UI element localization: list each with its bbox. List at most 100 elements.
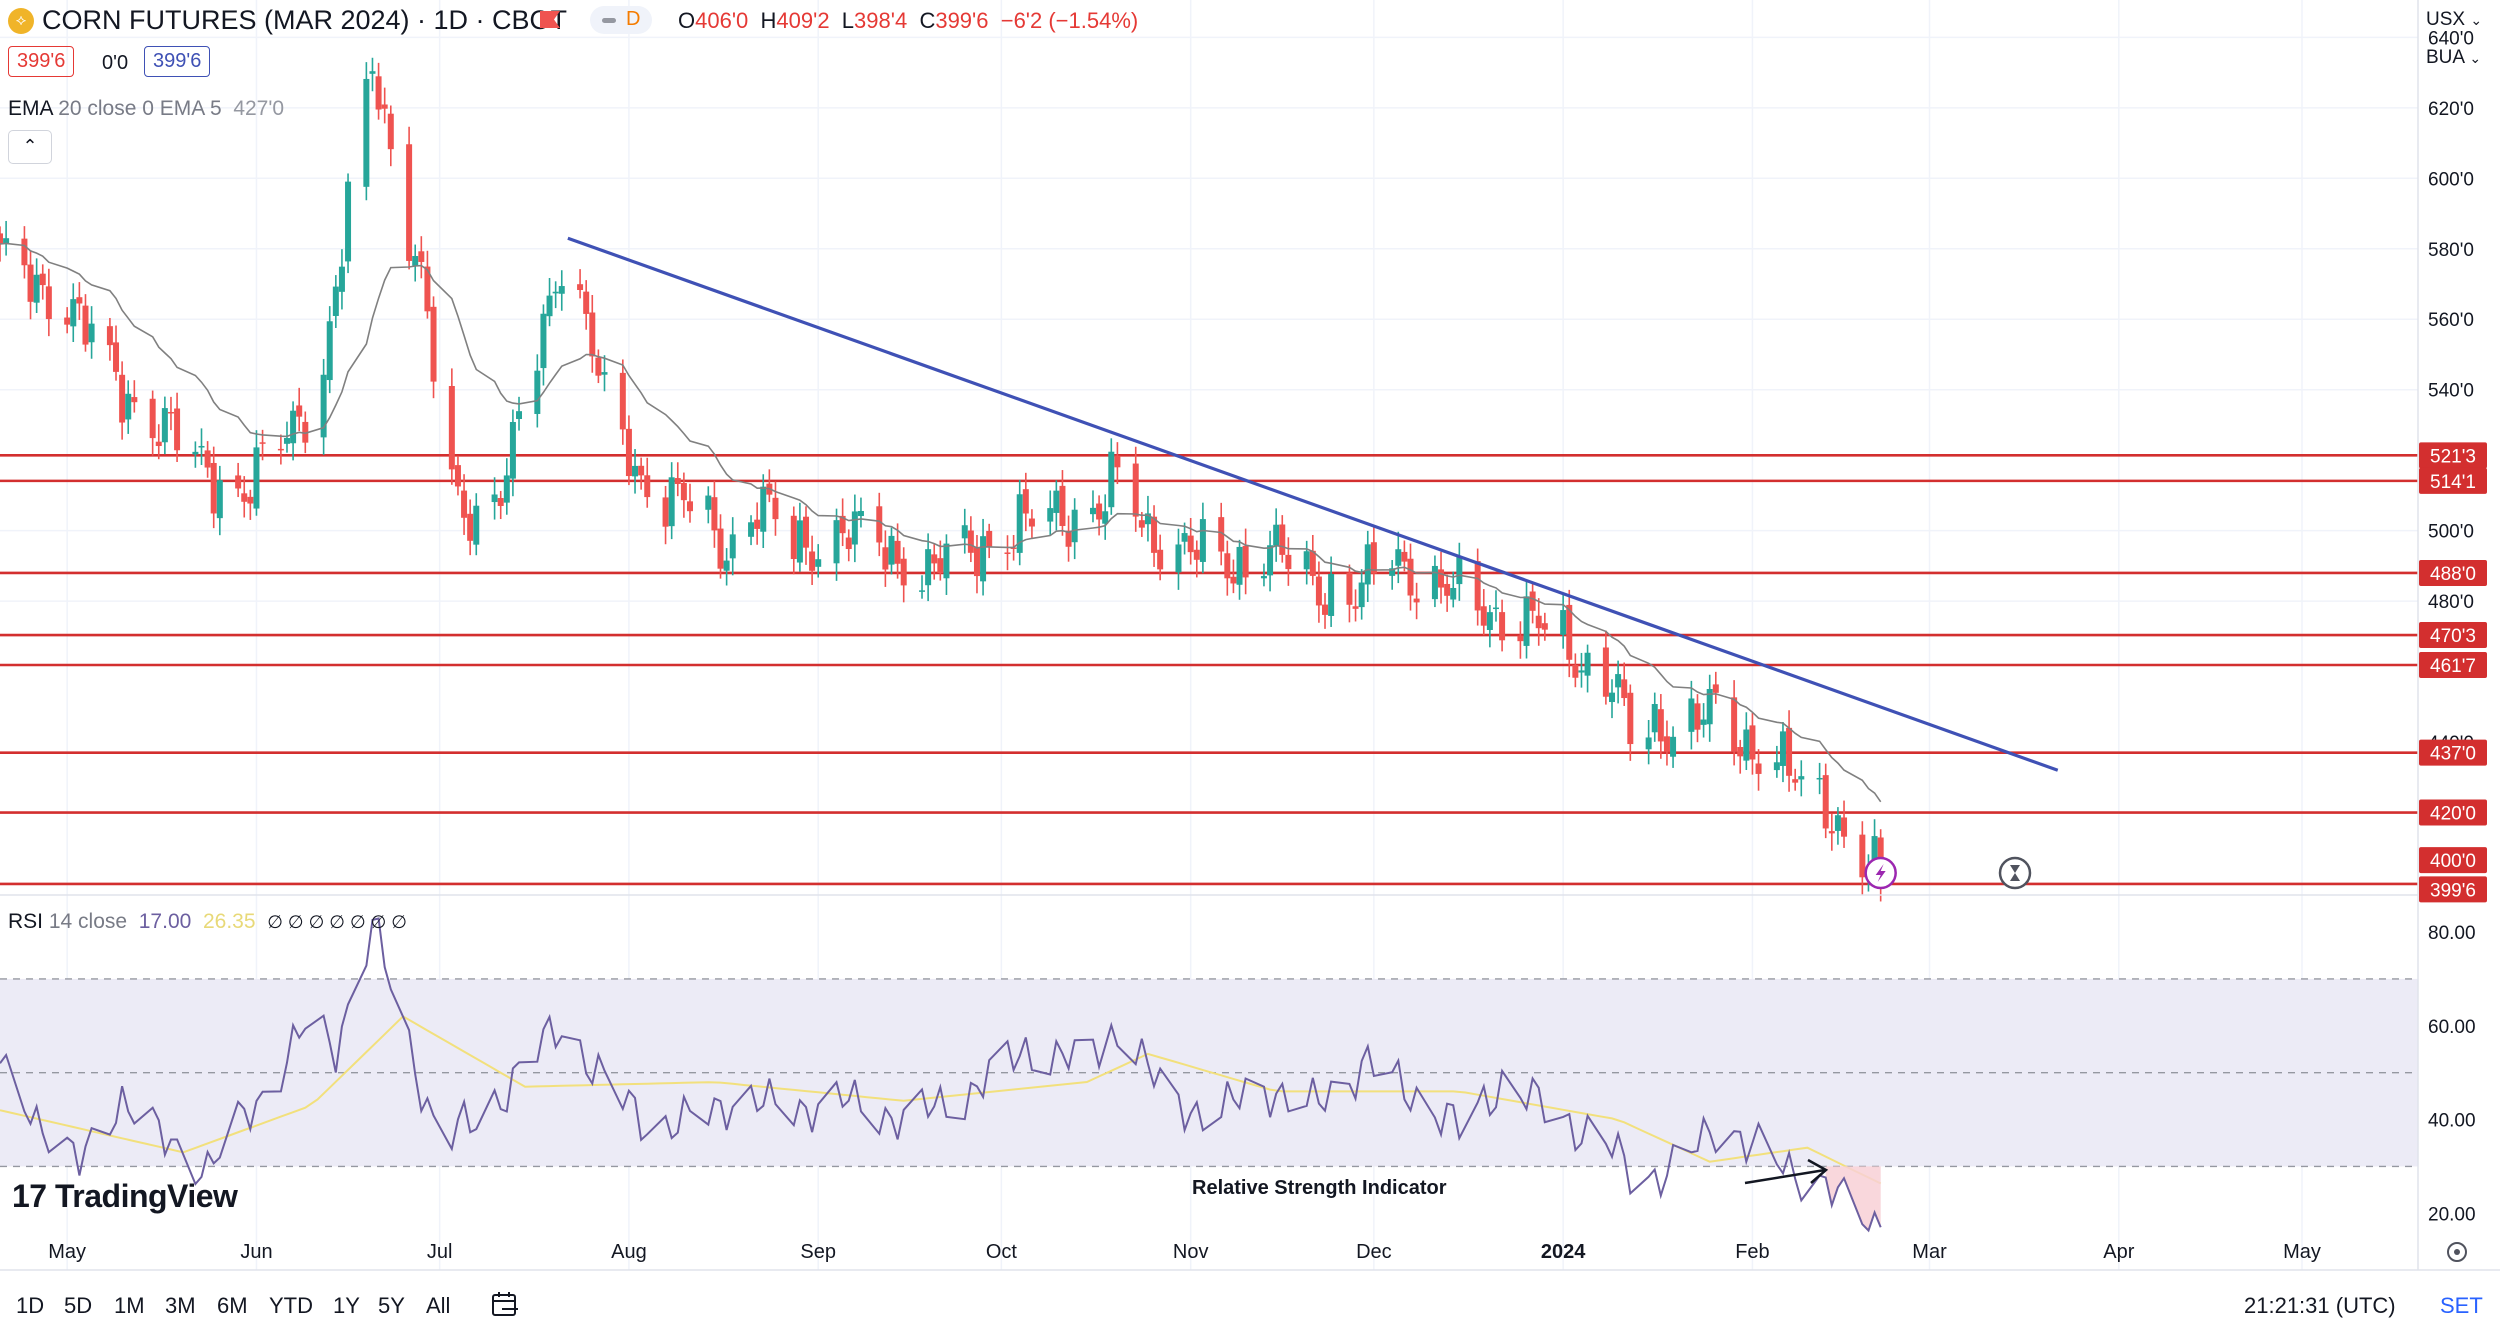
time-tick: May (2283, 1241, 2321, 1263)
ema-line (0, 242, 1882, 803)
candle-body (45, 286, 52, 320)
candle-body (1071, 509, 1078, 543)
candle-body (967, 530, 974, 553)
candle-body (1834, 815, 1841, 831)
timeframe-1d[interactable]: 1D (16, 1293, 45, 1318)
utc-clock[interactable]: 21:21:31 (UTC) (2244, 1293, 2396, 1318)
time-tick: Aug (611, 1241, 647, 1263)
candle-body (729, 534, 736, 559)
candle-body (1413, 598, 1420, 603)
candle-body (754, 519, 761, 529)
candle-body (1566, 604, 1573, 660)
candle-body (76, 297, 83, 304)
lightning-icon[interactable] (1864, 856, 1897, 890)
candle-body (1016, 494, 1023, 553)
candle-body (1450, 587, 1457, 600)
candle-body (1602, 647, 1609, 697)
rsi-tick: 20.00 (2428, 1204, 2476, 1225)
rsi-axis: 80.00 60.00 40.00 20.00 (2428, 923, 2476, 1225)
candle-body (1712, 684, 1719, 693)
candle-body (772, 497, 779, 520)
candle-body (1004, 552, 1011, 554)
rsi-line (0, 917, 1882, 1233)
timeframe-5d[interactable]: 5D (64, 1293, 93, 1318)
candle-body (1444, 583, 1451, 596)
unit-select[interactable]: BUA ⌄ (2426, 47, 2482, 68)
horizontal-levels (0, 454, 2418, 886)
candle-body (1199, 519, 1206, 562)
timeframe-5y[interactable]: 5Y (378, 1293, 405, 1318)
candle-body (973, 547, 980, 577)
buy-button[interactable]: 399'6 (144, 46, 211, 77)
candle-body (253, 447, 260, 509)
currency-select[interactable]: USX ⌄ (2426, 9, 2483, 30)
candle-body (259, 442, 266, 444)
candle-body (1492, 607, 1499, 610)
candle-body (583, 291, 590, 314)
candle-body (338, 266, 345, 292)
candle-body (345, 181, 352, 262)
candle-body (1346, 572, 1353, 605)
symbol-title[interactable]: CORN FUTURES (MAR 2024) · 1D · CBOT (42, 5, 568, 35)
candle-body (39, 273, 46, 286)
candle-body (1401, 551, 1408, 562)
candle-body (1621, 679, 1628, 699)
timeframe-1y[interactable]: 1Y (333, 1293, 360, 1318)
candle-body (3, 238, 10, 244)
candle-body (70, 299, 77, 327)
candle-body (1688, 698, 1695, 732)
candle-body (1315, 576, 1322, 606)
candle-body (216, 480, 223, 519)
candle-body (632, 465, 639, 477)
candle-body (430, 306, 437, 382)
time-tick: Nov (1173, 1241, 1209, 1263)
candle-body (943, 543, 950, 579)
candle-body (369, 71, 376, 74)
candle-body (1328, 573, 1335, 616)
candle-body (1322, 604, 1329, 615)
candle-body (1859, 834, 1866, 878)
candle-body (1102, 511, 1109, 524)
delay-pill[interactable]: D (590, 6, 652, 34)
price-tick: 640'0 (2428, 28, 2474, 49)
candle-body (1486, 612, 1493, 630)
settings-button[interactable]: SET (2440, 1293, 2483, 1318)
candle-body (1560, 610, 1567, 635)
timeframe-6m[interactable]: 6M (217, 1293, 248, 1318)
candle-body (558, 286, 565, 294)
candle-body (625, 428, 632, 477)
candle-body (174, 408, 181, 451)
candle-body (1151, 516, 1158, 553)
timeframe-ytd[interactable]: YTD (269, 1293, 313, 1318)
candle-body (601, 372, 608, 375)
candle-body (882, 547, 889, 570)
candle-body (503, 475, 510, 503)
price-candles (0, 57, 1884, 902)
candle-body (857, 510, 864, 517)
candle-body (1816, 777, 1823, 780)
price-tick: 480'0 (2428, 592, 2474, 613)
candle-body (748, 522, 755, 537)
hourglass-icon[interactable] (1998, 856, 2032, 890)
flag-icon[interactable] (540, 11, 560, 28)
candle-body (1431, 565, 1438, 600)
rsi-legend[interactable]: RSI 14 close 17.00 26.35 ∅ ∅ ∅ ∅ ∅ ∅ ∅ (8, 910, 407, 933)
level-tag: 420'0 (2419, 799, 2487, 826)
collapse-legend-button[interactable]: ⌃ (8, 130, 52, 164)
time-tick: Apr (2103, 1241, 2134, 1263)
settings-gear-icon[interactable] (2447, 1242, 2467, 1262)
level-tag: 437'0 (2419, 739, 2487, 766)
ema-legend[interactable]: EMA 20 close 0 EMA 5 427'0 (8, 97, 285, 120)
timeframe-1m[interactable]: 1M (114, 1293, 145, 1318)
tradingview-logo: 17 TradingView (12, 1178, 238, 1214)
candle-body (296, 405, 303, 417)
downtrend-line[interactable] (567, 236, 2059, 772)
calendar-goto-icon[interactable] (490, 1290, 520, 1320)
sell-button[interactable]: 399'6 (8, 46, 75, 77)
candle-body (1028, 518, 1035, 527)
level-tag-text: 400'0 (2430, 851, 2476, 872)
timeframe-3m[interactable]: 3M (165, 1293, 196, 1318)
timeframe-all[interactable]: All (426, 1293, 451, 1318)
candle-body (363, 78, 370, 187)
